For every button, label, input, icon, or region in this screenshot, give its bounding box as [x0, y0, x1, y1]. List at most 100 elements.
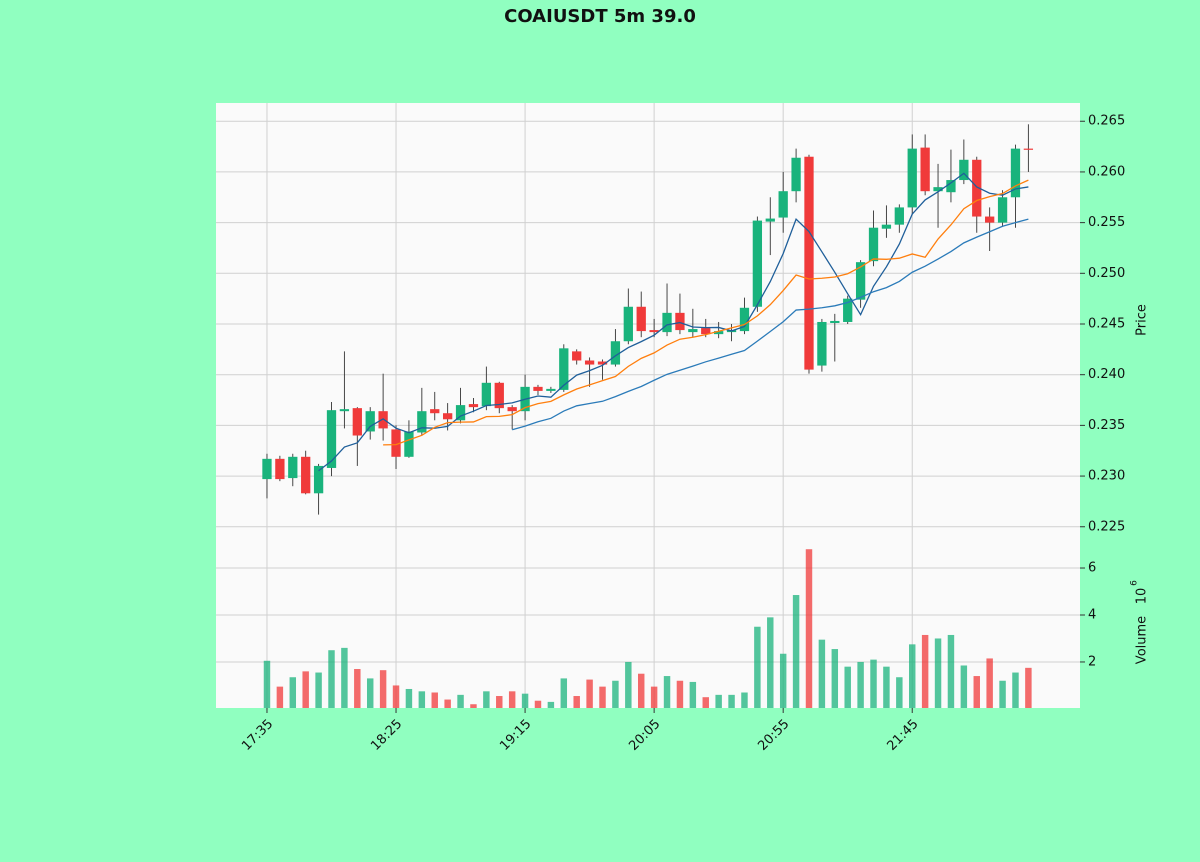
volume-bar [354, 669, 361, 708]
volume-bar [560, 678, 568, 708]
y-tick-label: 0.260 [1088, 164, 1125, 179]
candle-body [688, 329, 698, 333]
volume-bar [831, 649, 839, 708]
candle-body [920, 147, 930, 192]
volume-bar [534, 700, 542, 708]
volume-bar [728, 694, 735, 708]
volume-bar [276, 686, 284, 708]
volume-bar [960, 665, 968, 708]
moving-average-line [318, 172, 1029, 472]
volume-bar [302, 671, 309, 708]
volume-bar [405, 688, 413, 708]
volume-bar [741, 692, 748, 708]
volume-bar [792, 595, 800, 708]
volume-bar [767, 617, 774, 708]
candle-body [443, 413, 453, 420]
candle-body [894, 207, 904, 225]
volume-bar [818, 639, 826, 708]
volume-bar [947, 634, 955, 708]
candle-body [1023, 148, 1034, 150]
volume-bar [341, 647, 348, 708]
volume-bar [483, 691, 490, 708]
volume-tick-label: 2 [1088, 654, 1096, 669]
volume-bar [470, 704, 477, 708]
volume-bar [431, 692, 438, 708]
candle-body [378, 411, 388, 429]
candle-body [391, 429, 401, 457]
y-tick-label: 0.230 [1088, 469, 1125, 484]
volume-bar [779, 653, 787, 708]
volume-bar [689, 681, 697, 708]
candle-body [404, 431, 414, 457]
candle-body [339, 409, 350, 412]
candle-body [985, 216, 995, 223]
candle-body [752, 220, 763, 307]
volume-bar [663, 676, 671, 708]
y-tick-label: 0.265 [1088, 114, 1125, 129]
candle-body [481, 382, 492, 407]
moving-average-line [383, 179, 1029, 446]
candle-body [714, 331, 724, 335]
candle-body [881, 224, 892, 229]
volume-tick-label: 4 [1088, 607, 1096, 622]
candle-body [1010, 148, 1021, 198]
y-tick-label: 0.225 [1088, 519, 1125, 534]
candle-body [855, 262, 866, 300]
volume-bar [986, 658, 993, 708]
candle-body [326, 410, 337, 468]
volume-bar [263, 660, 271, 708]
candle-body [907, 148, 917, 208]
volume-bar [496, 696, 503, 708]
candle-body [662, 312, 672, 333]
volume-bar [625, 661, 632, 708]
volume-bar [599, 686, 606, 708]
volume-bar [521, 693, 529, 708]
y-tick-label: 0.255 [1088, 215, 1125, 230]
volume-bar [586, 679, 593, 708]
candle-body [868, 227, 879, 262]
volume-bar [547, 701, 555, 708]
candle-body [455, 405, 466, 421]
volume-bar [973, 676, 980, 708]
candle-body [275, 458, 285, 480]
volume-bar [702, 697, 709, 708]
candle-body [507, 407, 517, 412]
candle-body [804, 156, 814, 370]
volume-bar [805, 549, 813, 708]
candle-body [559, 348, 569, 390]
volume-bar [921, 634, 929, 708]
volume-unit: 10 [1135, 588, 1150, 605]
volume-bar [315, 672, 322, 708]
volume-axis-label: Volume [1135, 616, 1150, 664]
volume-bar [883, 666, 890, 708]
candle-body [572, 351, 582, 361]
candle-body [584, 360, 595, 365]
candle-body [417, 411, 427, 433]
candle-body [468, 404, 479, 408]
volume-bar [870, 659, 877, 708]
candle-body [997, 197, 1008, 223]
candle-body [933, 187, 943, 192]
candle-body [313, 465, 324, 494]
candle-body [494, 382, 504, 409]
candle-body [843, 298, 853, 322]
candle-body [288, 456, 298, 479]
candle-body [778, 191, 788, 218]
candle-body [365, 411, 375, 432]
volume-unit-exponent: 6 [1130, 580, 1140, 586]
plot-area [216, 103, 1080, 708]
candle-body [430, 409, 440, 414]
candle-body [597, 361, 608, 365]
candle-body [791, 157, 801, 192]
y-tick-label: 0.235 [1088, 418, 1125, 433]
volume-bar [366, 678, 374, 708]
volume-bar [444, 699, 451, 708]
volume-bar [909, 644, 916, 708]
chart-title: COAIUSDT 5m 39.0 [504, 6, 696, 27]
volume-bar [676, 680, 684, 708]
candle-body [610, 341, 621, 365]
volume-bar [457, 694, 464, 708]
candle-body [546, 388, 556, 391]
volume-bar [328, 650, 335, 708]
